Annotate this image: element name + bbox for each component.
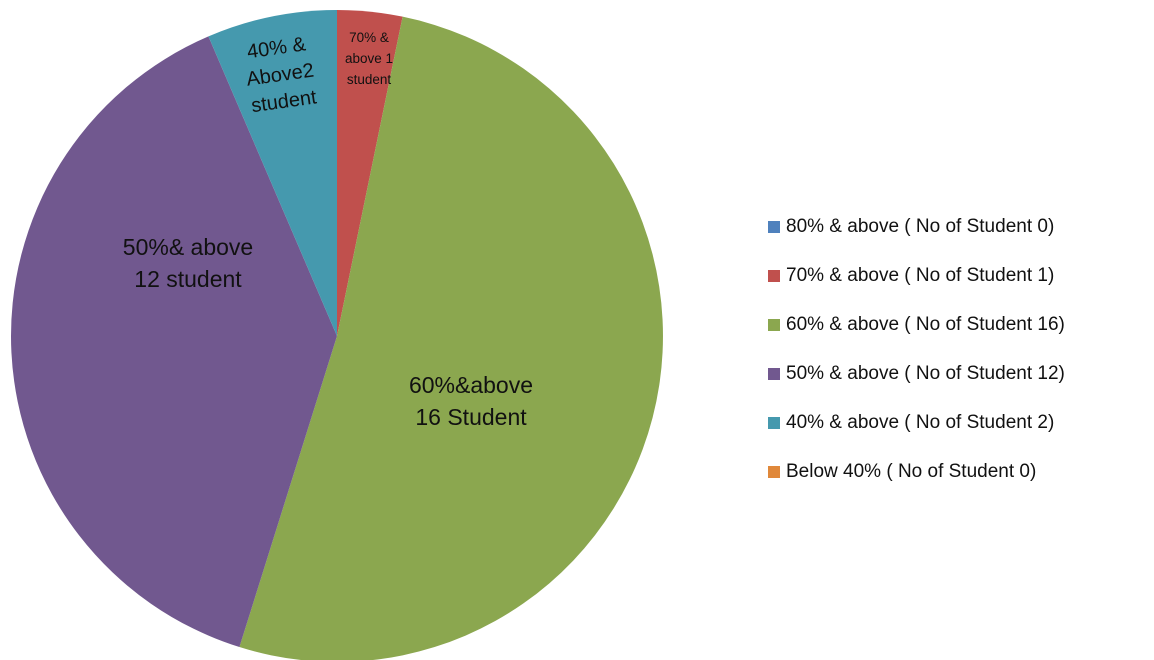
legend-item: 60% & above ( No of Student 16) [768, 300, 1065, 349]
pie-slice [337, 10, 403, 336]
pie-slice [11, 36, 337, 648]
slice-data-label: 60%&above 16 Student [409, 372, 533, 430]
legend-item: 80% & above ( No of Student 0) [768, 202, 1065, 251]
legend-swatch [768, 367, 780, 380]
legend-label: 80% & above ( No of Student 0) [786, 215, 1055, 237]
slice-label-line: above 1 [345, 51, 393, 66]
legend-swatch [768, 269, 780, 282]
slice-label-line: 12 student [134, 266, 242, 292]
legend-swatch [768, 416, 780, 429]
legend-swatch [768, 465, 780, 478]
pie-chart: 70% & above 1 student 60%&above 16 Student 50… [11, 10, 663, 660]
legend-swatch [768, 318, 780, 331]
slice-data-label: 50%& above 12 student [123, 234, 253, 292]
chart-legend: 80% & above ( No of Student 0) 70% & abov… [768, 202, 1065, 496]
legend-label: 40% & above ( No of Student 2) [786, 411, 1055, 433]
legend-item: 40% & above ( No of Student 2) [768, 398, 1065, 447]
slice-data-label: 70% & above 1 student [345, 30, 393, 87]
legend-label: Below 40% ( No of Student 0) [786, 460, 1037, 482]
slice-label-line: 70% & [349, 30, 389, 45]
slice-label-line: 16 Student [415, 404, 527, 430]
slice-label-line: student [347, 72, 392, 87]
slice-label-line: 60%&above [409, 372, 533, 398]
pie-slice [239, 16, 663, 660]
legend-item: 50% & above ( No of Student 12) [768, 349, 1065, 398]
legend-item: 70% & above ( No of Student 1) [768, 251, 1065, 300]
legend-label: 50% & above ( No of Student 12) [786, 362, 1065, 384]
slice-label-line: 50%& above [123, 234, 253, 260]
pie-slice [208, 10, 337, 336]
legend-swatch [768, 220, 780, 233]
legend-item: Below 40% ( No of Student 0) [768, 447, 1065, 496]
legend-label: 60% & above ( No of Student 16) [786, 313, 1065, 335]
legend-label: 70% & above ( No of Student 1) [786, 264, 1055, 286]
